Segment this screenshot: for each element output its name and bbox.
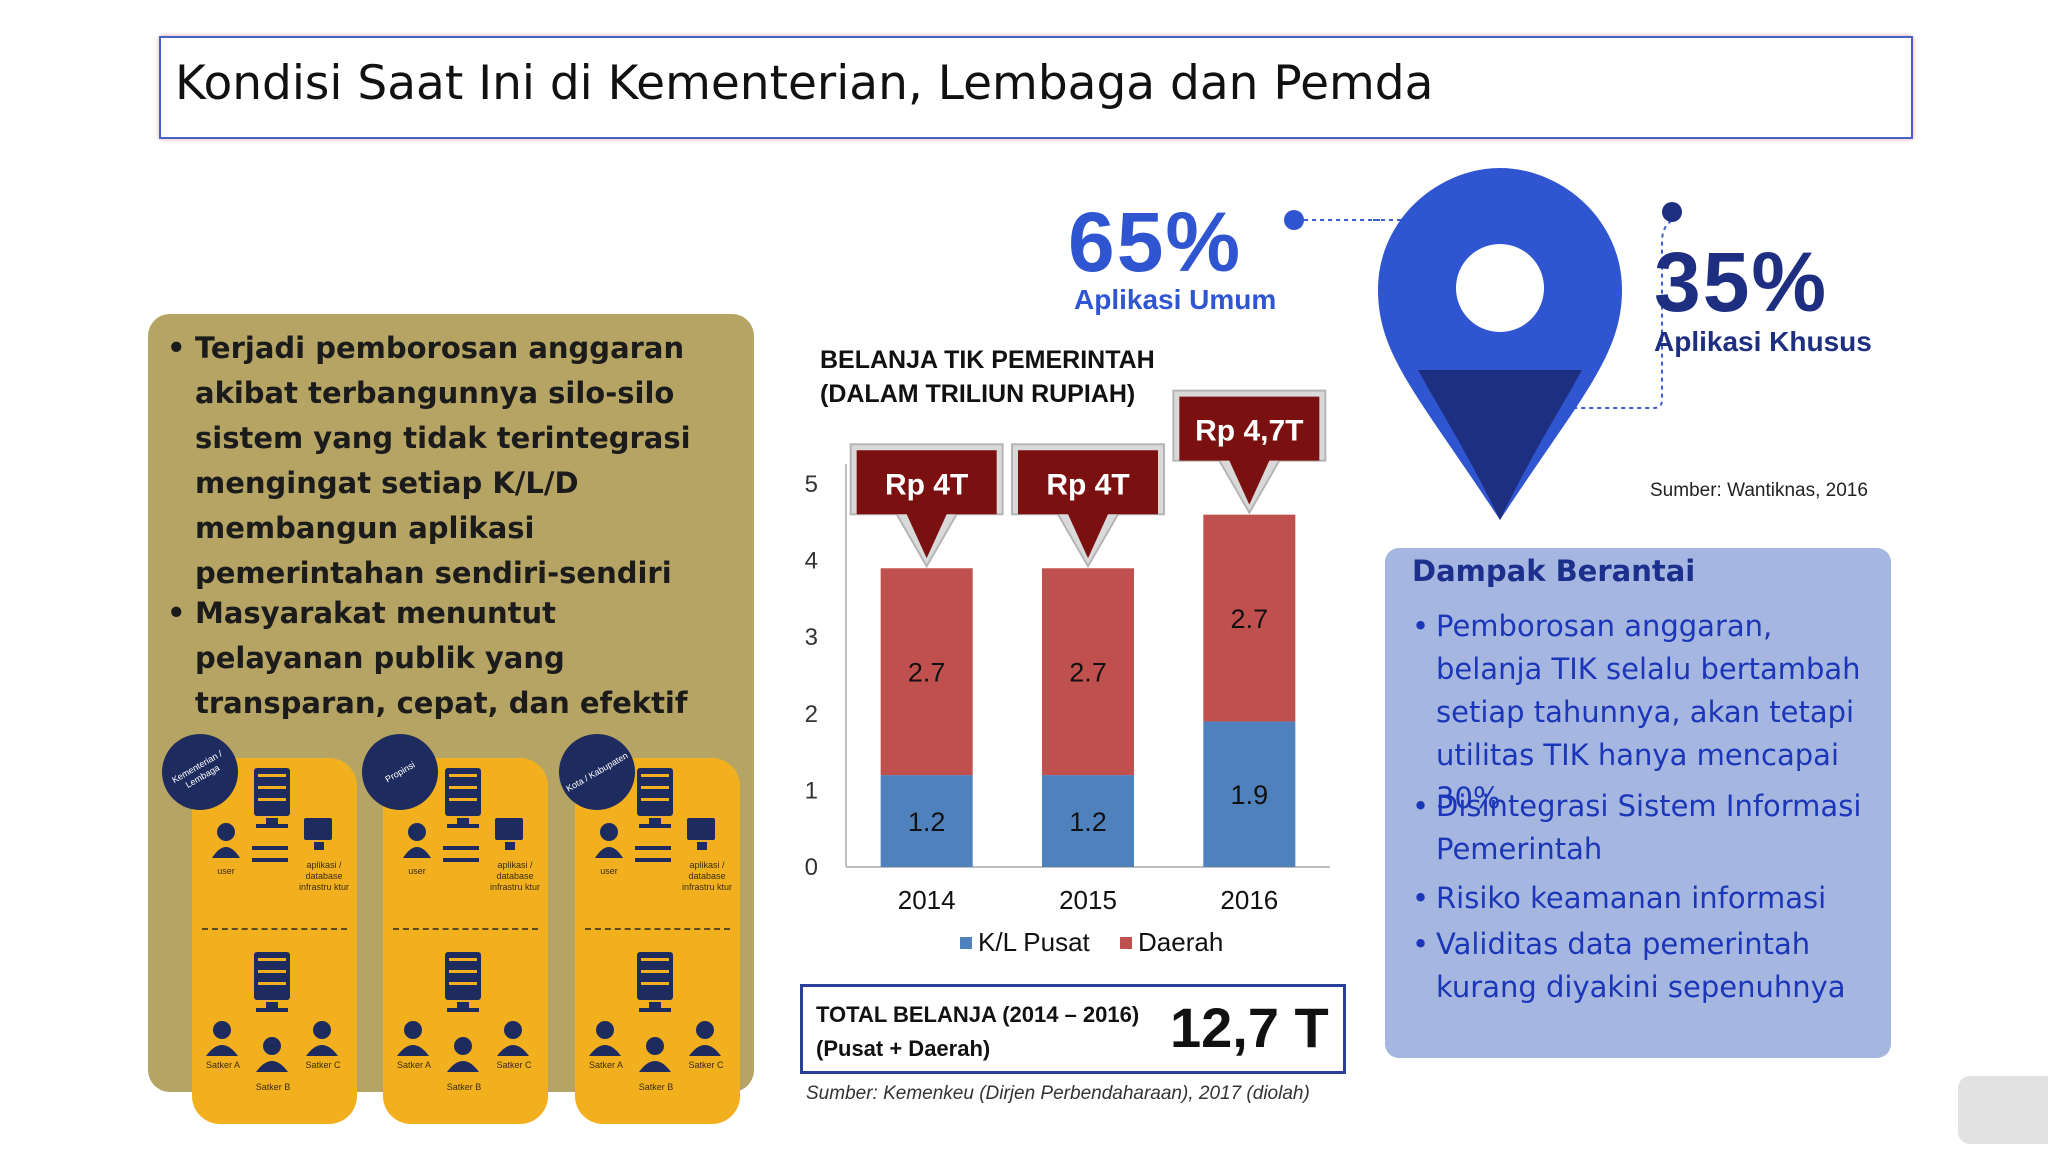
user-label: user [600,866,618,876]
divider [585,928,730,930]
legend-swatch [960,937,972,949]
app-label: aplikasi / database infrastru ktur [681,860,732,892]
y-tick-label: 3 [805,624,818,651]
legend-swatch [1120,937,1132,949]
total-callout-arrow [1179,396,1320,505]
data-label: 1.9 [1231,780,1269,810]
khusus-percentage: 35% [1654,235,1829,329]
y-tick-label: 0 [805,854,818,881]
total-callout-label: Rp 4,7T [1195,415,1303,448]
impact-panel [1385,548,1891,1058]
org-diagram-icon [206,768,338,1072]
bar-k-l-pusat-2015 [1042,775,1134,867]
total-box [800,984,1346,1074]
x-tick-label: 2014 [898,885,956,915]
umum-label: Aplikasi Umum [1074,284,1277,315]
problem-bullet-2-text: Masyarakat menuntut pelayanan publik yan… [195,596,688,720]
total-label-line2: (Pusat + Daerah) [816,1036,991,1061]
x-tick-label: 2016 [1220,885,1278,915]
data-label: 2.7 [908,658,946,688]
bullet-dot: • [1412,609,1430,643]
y-tick-label: 1 [805,777,818,804]
satker-c-label: Satker C [305,1060,341,1070]
title-frame [159,36,1913,139]
bar-daerah-2016 [1203,514,1296,722]
chart-title: BELANJA TIK PEMERINTAH (DALAM TRILIUN RU… [820,346,1155,408]
total-label: TOTAL BELANJA (2014 – 2016) (Pusat + Dae… [816,998,1139,1066]
divider [202,928,347,930]
y-tick-label: 5 [805,471,818,498]
impact-item-3-text: Risiko keamanan informasi [1436,881,1827,915]
slide-corner-tab[interactable] [1958,1076,2048,1144]
impact-item-3: • Risiko keamanan informasi [1412,877,1886,920]
app-label: aplikasi / database infrastru ktur [298,860,349,892]
bar-k-l-pusat-2016 [1203,721,1296,867]
data-label: 2.7 [1231,604,1269,634]
khusus-label: Aplikasi Khusus [1654,326,1872,357]
impact-item-4-text: Validitas data pemerintah kurang diyakin… [1436,927,1846,1004]
impact-item-2-text: Disintegrasi Sistem Informasi Pemerintah [1436,789,1862,866]
x-tick-label: 2015 [1059,885,1117,915]
satker-b-label: Satker B [638,1082,674,1092]
total-value: 12,7 T [1170,996,1329,1059]
bar-daerah-2014 [880,568,973,776]
satker-c-label: Satker C [688,1060,724,1070]
data-label: 2.7 [1069,658,1107,688]
bullet-dot: • [1412,789,1430,823]
umum-percentage: 65% [1068,195,1243,289]
user-label: user [408,866,426,876]
problem-bullet-2: • Masyarakat menuntut pelayanan publik y… [167,591,725,726]
satker-b-label: Satker B [446,1082,482,1092]
total-callout-label: Rp 4T [1046,468,1129,501]
app-label: aplikasi / database infrastru ktur [489,860,540,892]
bar-daerah-2015 [1042,568,1134,776]
org-diagram-icon [397,768,529,1072]
y-tick-label: 2 [805,701,818,728]
impact-title: Dampak Berantai [1412,554,1696,588]
total-callout-arrow [856,450,997,559]
y-tick-label: 4 [805,548,818,575]
bullet-dot: • [1412,927,1430,961]
data-label: 1.2 [1069,807,1107,837]
satker-b-label: Satker B [255,1082,291,1092]
satker-a-label: Satker A [588,1060,624,1070]
satker-a-label: Satker A [205,1060,241,1070]
org-diagram-icon [589,768,721,1072]
location-pin-icon [1284,168,1682,520]
problem-bullet-1: • Terjadi pemborosan anggaran akibat ter… [167,326,725,596]
impact-item-1: • Pemborosan anggaran, belanja TIK selal… [1412,605,1886,820]
total-callout-label: Rp 4T [885,468,968,501]
satker-c-label: Satker C [496,1060,532,1070]
bullet-dot: • [1412,881,1430,915]
problem-bullet-1-text: Terjadi pemborosan anggaran akibat terba… [195,331,691,590]
bullet-dot: • [167,331,186,365]
user-label: user [217,866,235,876]
legend-label: K/L Pusat [978,927,1091,957]
total-callout-arrow [1018,450,1158,559]
divider [393,928,538,930]
stacked-bar-chart: 0 1 2 3 4 5 1.2 2.7 2014 Rp 4T 1.2 2.7 2015 Rp 4T 1.9 2… [805,389,1330,957]
impact-item-1-text: Pemborosan anggaran, belanja TIK selalu … [1436,609,1861,815]
stats-source: Sumber: Wantiknas, 2016 [1650,480,1868,501]
bullet-dot: • [167,596,186,630]
impact-item-4: • Validitas data pemerintah kurang diyak… [1412,923,1856,1009]
page-title: Kondisi Saat Ini di Kementerian, Lembaga… [175,56,1434,111]
impact-item-2: • Disintegrasi Sistem Informasi Pemerint… [1412,785,1886,871]
satker-a-label: Satker A [396,1060,432,1070]
legend-label: Daerah [1138,927,1223,957]
bar-k-l-pusat-2014 [880,775,973,867]
total-label-line1: TOTAL BELANJA (2014 – 2016) [816,1002,1140,1027]
chart-source: Sumber: Kemenkeu (Dirjen Perbendaharaan)… [806,1083,1310,1104]
data-label: 1.2 [908,807,946,837]
